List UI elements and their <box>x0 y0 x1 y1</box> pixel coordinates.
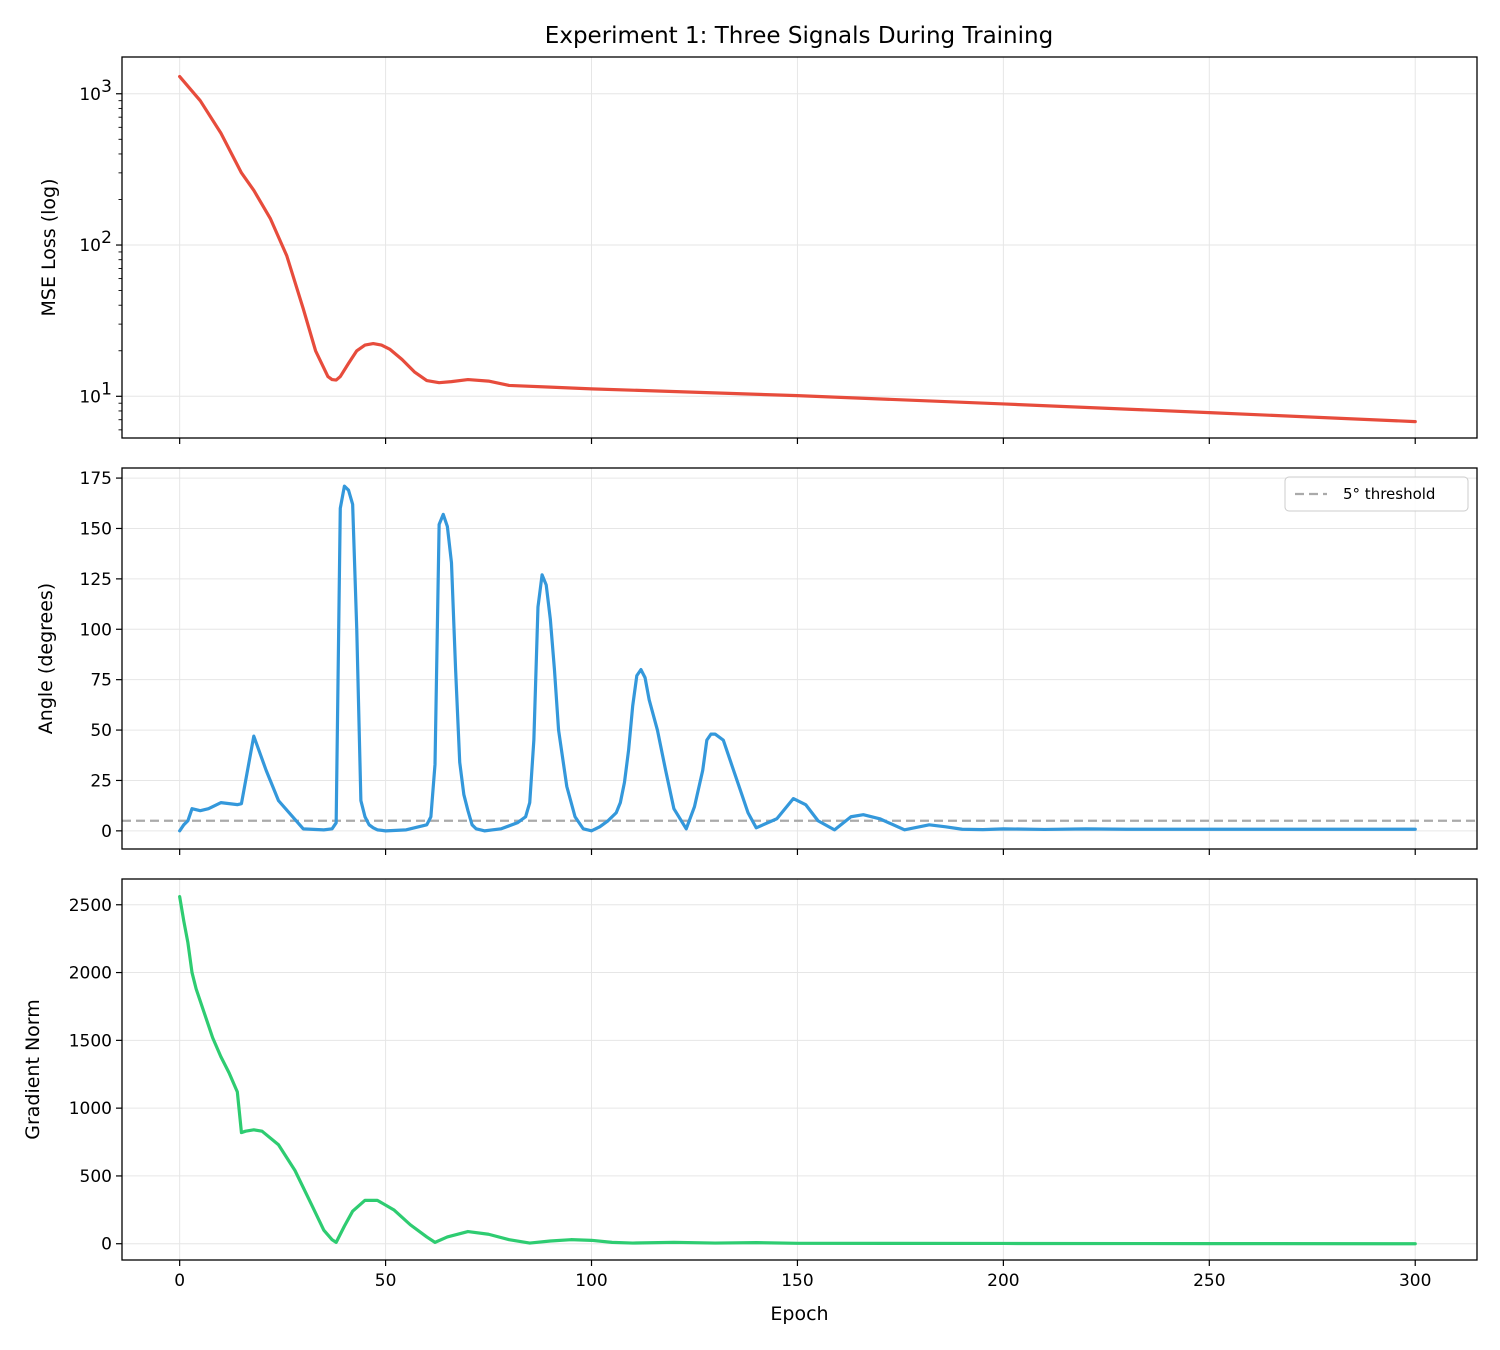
angle-legend-label: 5° threshold <box>1343 485 1435 503</box>
gradient-norm-axes-frame <box>121 878 1478 1261</box>
loss-y-tick-exponent: 1 <box>101 379 112 399</box>
loss-y-tick-exponent: 2 <box>101 228 112 248</box>
gradient-norm-x-axis-label: Epoch <box>770 1303 828 1325</box>
gradient-norm-x-tick-label: 50 <box>375 1271 397 1291</box>
gradient-norm-y-tick-label: 500 <box>80 1167 112 1187</box>
gradient-norm-x-tick-label: 250 <box>1193 1271 1225 1291</box>
angle-y-tick-label: 125 <box>80 570 112 590</box>
angle-axes-frame <box>121 467 1478 850</box>
gradient-norm-x-tick-label: 150 <box>781 1271 813 1291</box>
loss-y-tick-exponent: 3 <box>101 77 112 97</box>
panel-gradient-norm: 0 50 100 150 200 250 300 0 500 1000 1500 2000 2500 Gr… <box>22 878 1478 1325</box>
gradient-norm-x-tick-label: 200 <box>987 1271 1019 1291</box>
loss-y-tick-label: 10 <box>79 85 101 105</box>
angle-y-tick-label: 100 <box>80 620 112 640</box>
loss-series-line <box>178 74 1417 424</box>
angle-legend-box <box>1284 476 1469 512</box>
figure-title: Experiment 1: Three Signals During Train… <box>545 23 1053 49</box>
angle-y-tick-label: 25 <box>90 771 112 791</box>
angle-legend: 5° threshold <box>1284 476 1469 512</box>
loss-axes-frame <box>121 56 1478 439</box>
gradient-norm-y-tick-label: 0 <box>101 1235 112 1255</box>
gradient-norm-y-tick-label: 1000 <box>69 1099 112 1119</box>
panel-angle: 0 25 50 75 100 125 150 175 Angle (degrees) 5° thr… <box>35 467 1478 855</box>
angle-y-axis-label: Angle (degrees) <box>35 583 57 734</box>
gradient-norm-y-axis-label: Gradient Norm <box>22 999 44 1140</box>
angle-y-tick-label: 0 <box>101 822 112 842</box>
loss-y-tick-label: 10 <box>79 387 101 407</box>
angle-y-tick-label: 150 <box>80 519 112 539</box>
angle-y-tick-label: 75 <box>90 671 112 691</box>
gradient-norm-series-line <box>178 895 1417 1246</box>
angle-series-line <box>178 484 1417 833</box>
angle-y-tick-label: 50 <box>90 721 112 741</box>
loss-y-tick-label: 10 <box>79 236 101 256</box>
gradient-norm-y-tick-label: 2000 <box>69 964 112 984</box>
gradient-norm-x-tick-label: 0 <box>174 1271 185 1291</box>
gradient-norm-y-tick-label: 1500 <box>69 1031 112 1051</box>
angle-y-tick-label: 175 <box>80 469 112 489</box>
loss-y-axis-label: MSE Loss (log) <box>38 178 60 316</box>
gradient-norm-x-tick-label: 300 <box>1399 1271 1431 1291</box>
gradient-norm-x-tick-label: 100 <box>575 1271 607 1291</box>
gradient-norm-y-tick-label: 2500 <box>69 896 112 916</box>
